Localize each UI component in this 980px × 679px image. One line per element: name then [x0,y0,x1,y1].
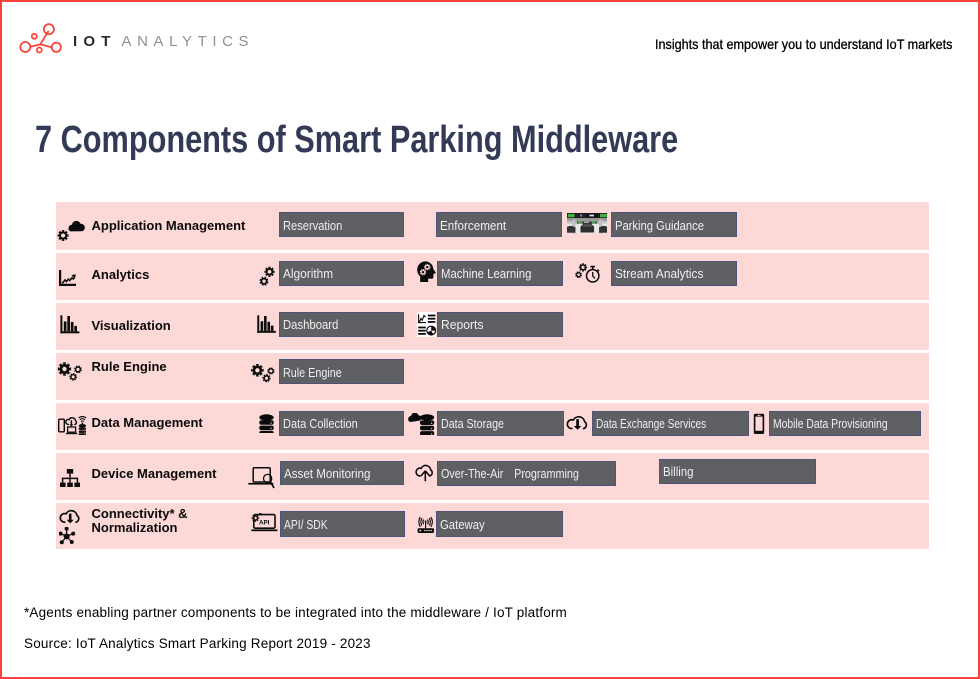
svg-text:API: API [259,519,270,526]
